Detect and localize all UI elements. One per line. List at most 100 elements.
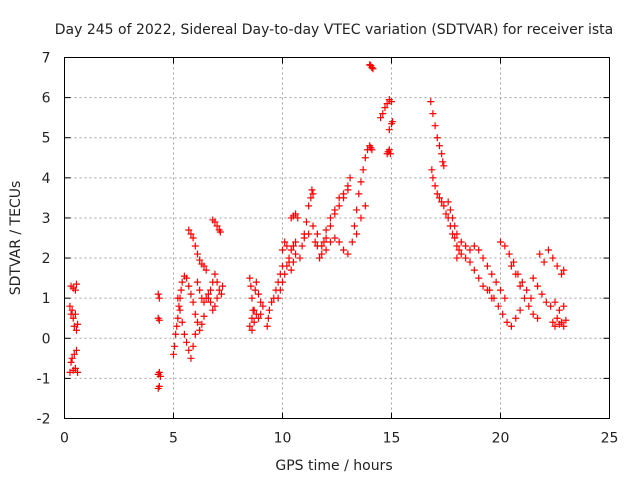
data-point xyxy=(381,104,389,112)
data-point xyxy=(187,230,195,238)
data-point xyxy=(357,178,365,186)
data-point xyxy=(70,350,78,358)
data-point xyxy=(178,278,186,286)
data-point xyxy=(211,218,219,226)
x-tick-label: 15 xyxy=(383,431,401,447)
plot-frame xyxy=(64,57,610,419)
y-tick-label: 5 xyxy=(42,131,51,147)
data-point xyxy=(344,186,352,194)
data-point xyxy=(302,218,310,226)
data-point xyxy=(316,254,324,262)
data-point xyxy=(453,230,461,238)
data-point xyxy=(523,286,531,294)
data-point xyxy=(268,298,276,306)
data-point xyxy=(74,320,82,328)
data-point xyxy=(216,228,224,236)
x-axis-label: GPS time / hours xyxy=(275,458,392,474)
data-point xyxy=(279,246,286,254)
data-point xyxy=(174,294,182,302)
y-tick-label: 7 xyxy=(42,51,51,67)
data-point xyxy=(313,242,321,250)
data-point xyxy=(435,194,443,202)
data-point xyxy=(155,368,163,376)
data-point xyxy=(529,274,537,282)
data-point xyxy=(311,238,319,246)
x-tick-label: 5 xyxy=(169,431,178,447)
data-point xyxy=(191,330,199,338)
data-point xyxy=(451,234,459,242)
data-point xyxy=(193,278,201,286)
y-tick-label: 2 xyxy=(42,251,51,267)
data-point xyxy=(177,286,185,294)
data-point xyxy=(505,250,513,258)
data-point xyxy=(173,322,181,330)
data-point xyxy=(68,354,76,362)
y-tick-label: 3 xyxy=(42,211,51,227)
data-point xyxy=(490,294,498,302)
data-point xyxy=(213,222,221,230)
data-point xyxy=(189,298,197,306)
data-point xyxy=(501,242,509,250)
data-point xyxy=(551,322,559,330)
data-point xyxy=(369,65,377,73)
data-point xyxy=(457,238,465,246)
data-point xyxy=(326,238,334,246)
data-point xyxy=(207,286,215,294)
data-point xyxy=(331,210,339,218)
data-point xyxy=(507,322,515,330)
data-point xyxy=(440,202,448,210)
data-point xyxy=(560,266,568,274)
data-point xyxy=(438,198,446,206)
data-point xyxy=(263,322,271,330)
data-point xyxy=(217,290,225,298)
data-point xyxy=(534,282,542,290)
data-point xyxy=(74,368,82,376)
data-point xyxy=(250,318,258,326)
data-point xyxy=(388,98,395,106)
data-point xyxy=(187,354,195,362)
data-point xyxy=(213,294,221,302)
data-point xyxy=(274,294,282,302)
data-point xyxy=(196,286,204,294)
data-point xyxy=(497,238,504,246)
data-point xyxy=(560,302,568,310)
grid-lines xyxy=(64,57,610,419)
data-point xyxy=(344,250,352,258)
data-point xyxy=(246,322,254,330)
data-point xyxy=(527,294,535,302)
x-tick-label: 20 xyxy=(492,431,510,447)
data-point xyxy=(483,262,491,270)
data-point xyxy=(462,254,470,262)
data-point xyxy=(72,280,80,288)
data-point xyxy=(427,98,435,106)
data-point xyxy=(305,230,313,238)
data-point xyxy=(313,230,321,238)
data-point xyxy=(155,316,163,324)
data-point xyxy=(335,238,343,246)
data-point xyxy=(529,310,537,318)
data-point xyxy=(283,262,291,270)
data-point xyxy=(444,198,452,206)
data-point xyxy=(449,214,457,222)
data-point xyxy=(154,290,162,298)
y-tick-label: -2 xyxy=(37,412,51,428)
data-point xyxy=(68,306,76,314)
data-point xyxy=(255,290,263,298)
data-point xyxy=(466,258,474,266)
data-point xyxy=(281,238,289,246)
data-point xyxy=(512,270,520,278)
data-point xyxy=(296,254,304,262)
data-point xyxy=(326,222,334,230)
data-point xyxy=(353,230,361,238)
data-point xyxy=(488,270,496,278)
data-point xyxy=(215,286,223,294)
data-point xyxy=(350,222,358,230)
data-point xyxy=(264,314,272,322)
data-point xyxy=(283,242,291,250)
data-point xyxy=(183,274,191,282)
x-tick-label: 25 xyxy=(601,431,619,447)
data-point xyxy=(309,190,317,198)
data-point xyxy=(429,174,437,182)
data-point xyxy=(69,314,77,322)
data-point xyxy=(479,254,487,262)
